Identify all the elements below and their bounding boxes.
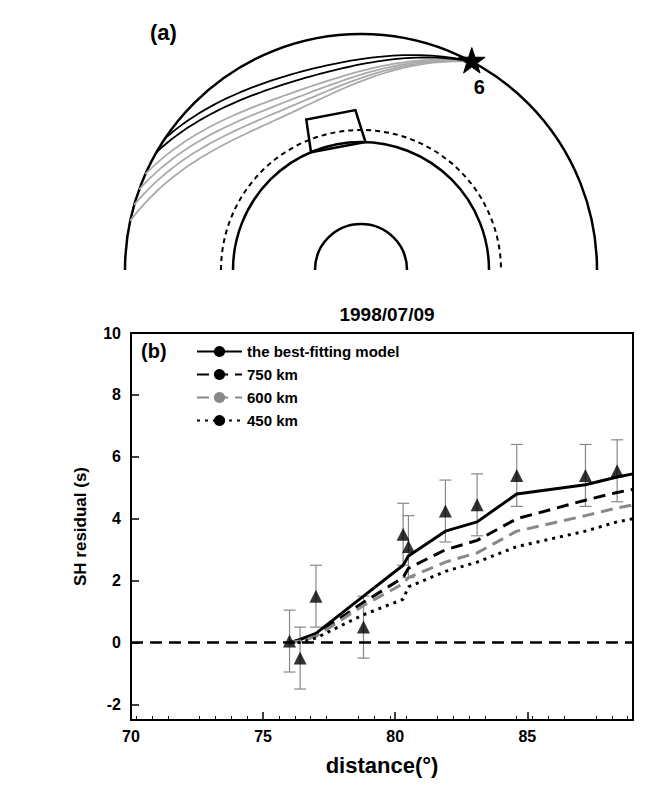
svg-text:70: 70 — [122, 728, 140, 745]
svg-text:10: 10 — [103, 325, 121, 342]
svg-text:6: 6 — [112, 448, 121, 465]
svg-text:(b): (b) — [141, 340, 167, 362]
svg-text:0: 0 — [112, 634, 121, 651]
svg-text:1998/07/09: 1998/07/09 — [339, 304, 434, 325]
svg-text:2: 2 — [112, 572, 121, 589]
svg-text:SH residual (s): SH residual (s) — [71, 467, 90, 586]
svg-text:-2: -2 — [107, 696, 121, 713]
svg-text:6: 6 — [474, 76, 485, 98]
svg-text:the best-fitting model: the best-fitting model — [247, 343, 400, 360]
svg-text:(a): (a) — [150, 20, 177, 45]
svg-text:4: 4 — [112, 510, 121, 527]
svg-text:80: 80 — [386, 728, 404, 745]
svg-text:8: 8 — [112, 386, 121, 403]
svg-text:450 km: 450 km — [247, 412, 298, 429]
svg-text:85: 85 — [518, 728, 536, 745]
svg-text:75: 75 — [254, 728, 272, 745]
svg-text:750 km: 750 km — [247, 366, 298, 383]
svg-text:600 km: 600 km — [247, 389, 298, 406]
svg-text:distance(°): distance(°) — [326, 753, 439, 778]
